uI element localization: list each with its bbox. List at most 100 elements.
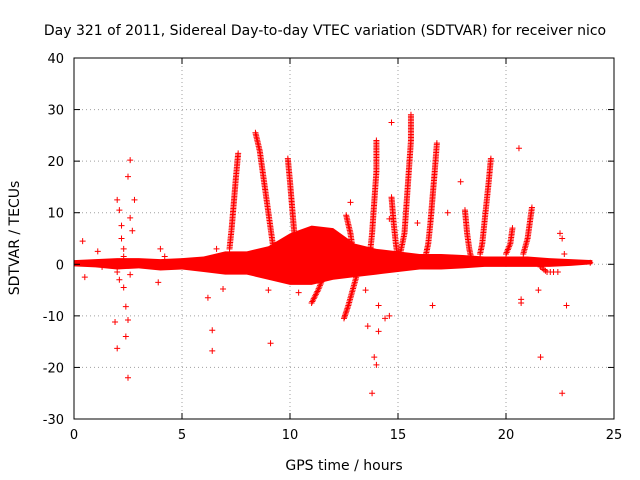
data-point (118, 222, 125, 229)
data-point (213, 245, 220, 252)
data-point (375, 302, 382, 309)
arc-point (312, 291, 319, 298)
data-point (563, 302, 570, 309)
arc-point (319, 276, 326, 283)
data-point (554, 269, 561, 276)
data-point (386, 312, 393, 319)
arc-point (506, 243, 513, 250)
arc-point (293, 250, 300, 257)
arc-point (314, 288, 321, 295)
data-point (125, 316, 131, 323)
data-point (161, 253, 168, 260)
arc-point (315, 287, 322, 294)
baseline-band (74, 225, 593, 285)
data-point (157, 245, 164, 252)
data-point (127, 271, 134, 278)
data-point (114, 269, 121, 276)
arc-point (503, 250, 509, 257)
arc-point (311, 294, 318, 301)
data-point (118, 235, 125, 242)
arc-point (341, 315, 347, 322)
arc-point (504, 248, 511, 255)
x-tick-label: 5 (178, 428, 186, 443)
arc-point (366, 250, 373, 257)
arc-point (315, 285, 322, 292)
data-point (386, 215, 393, 222)
arc-point (312, 292, 319, 299)
data-point (295, 289, 302, 296)
x-axis-label: GPS time / hours (285, 458, 402, 474)
arc-point (468, 256, 475, 263)
data-point (347, 199, 354, 206)
data-point (204, 294, 211, 301)
arc-point (477, 250, 484, 257)
data-point (94, 248, 101, 255)
data-point (125, 374, 131, 381)
y-tick-label: 30 (47, 104, 64, 119)
arc-point (316, 284, 323, 291)
arc-point (309, 298, 316, 305)
x-tick-label: 0 (70, 428, 78, 443)
data-point (120, 284, 127, 291)
data-point (557, 230, 563, 237)
data-point (535, 287, 542, 294)
arc-point (506, 242, 513, 249)
data-point (382, 315, 389, 322)
data-point (127, 214, 134, 221)
arc-point (318, 278, 325, 285)
y-tick-label: 40 (47, 52, 64, 67)
data-point (388, 119, 395, 126)
data-point (116, 207, 123, 214)
baseline-band-layer (74, 225, 593, 285)
y-tick-label: 20 (47, 155, 64, 170)
arc-point (318, 279, 325, 286)
data-point (373, 361, 380, 368)
data-point (127, 157, 134, 164)
data-points-layer (79, 111, 594, 397)
data-point (371, 354, 378, 361)
ticks-layer (73, 57, 615, 420)
data-point (515, 145, 522, 152)
plot-frame (73, 57, 615, 420)
data-point (79, 238, 86, 245)
data-point (220, 286, 227, 293)
y-tick-label: 10 (47, 207, 64, 222)
data-point (125, 173, 131, 180)
data-point (364, 323, 371, 330)
x-tick-label: 25 (606, 428, 623, 443)
arc-point (520, 250, 527, 257)
arc-point (507, 240, 514, 247)
data-point (122, 303, 129, 310)
x-tick-label: 15 (390, 428, 407, 443)
arc-point (310, 295, 317, 302)
arc-point (274, 256, 281, 263)
x-tick-label: 10 (282, 428, 299, 443)
arc-point (423, 250, 430, 257)
data-point (444, 209, 451, 216)
y-axis-label: SDTVAR / TECUs (7, 181, 23, 296)
arc-point (505, 245, 512, 252)
y-tick-label: -20 (43, 361, 64, 376)
data-point (112, 319, 119, 326)
data-point (116, 276, 123, 283)
data-point (81, 274, 88, 281)
data-point (537, 354, 544, 361)
arc-point (317, 281, 324, 288)
data-point (429, 302, 436, 309)
data-point (267, 340, 274, 347)
data-point (414, 220, 421, 227)
data-point (338, 271, 345, 278)
arc-point (308, 299, 315, 306)
data-point (114, 345, 121, 352)
data-point (559, 235, 566, 242)
arc-point (313, 289, 320, 296)
data-point (369, 390, 376, 397)
data-point (209, 347, 216, 354)
x-tick-label: 20 (498, 428, 515, 443)
data-point (375, 328, 382, 335)
arc-point (316, 282, 323, 289)
arc-point (503, 249, 510, 256)
arc-point (395, 256, 401, 263)
tick-labels-layer: 0 5 10 15 20 25 -30 -20 -10 0 10 20 30 40 (43, 52, 623, 443)
